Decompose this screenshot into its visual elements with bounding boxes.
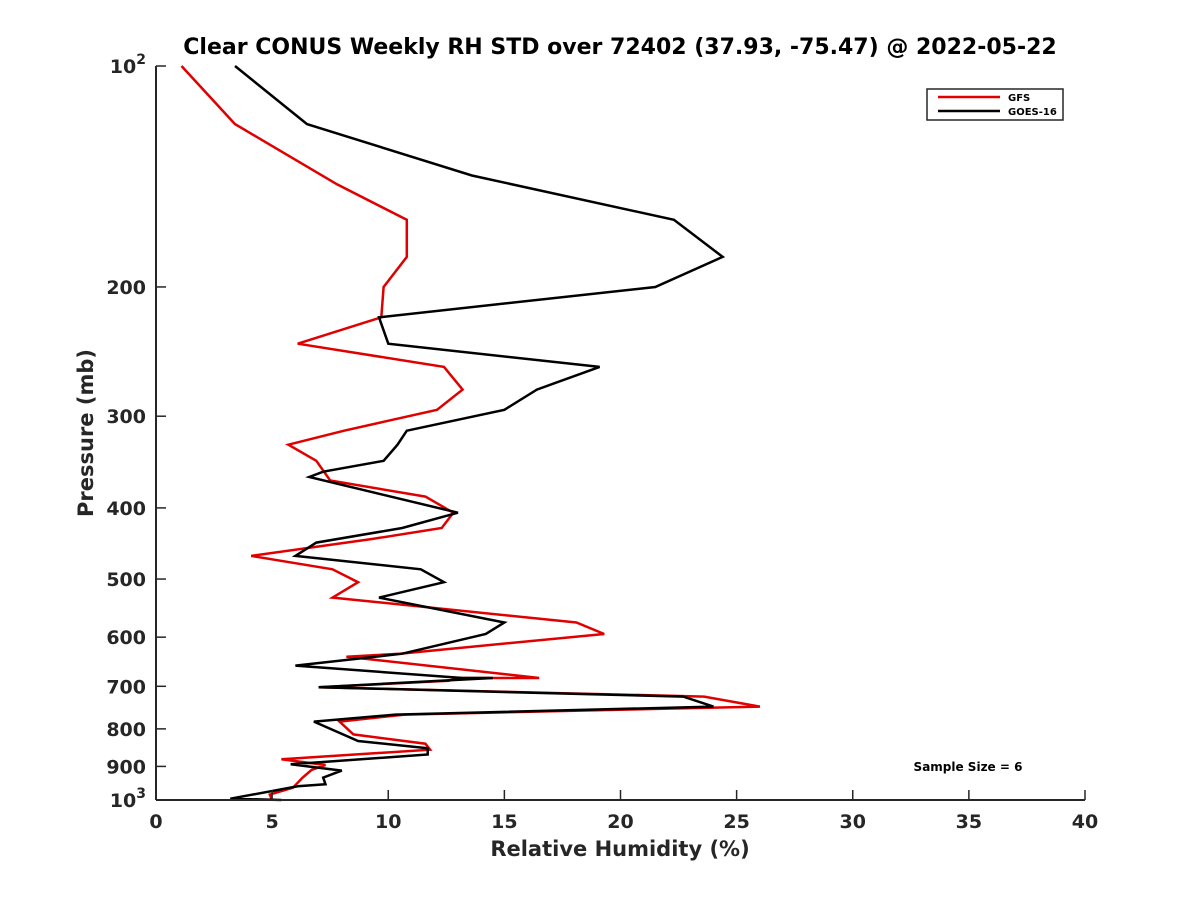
legend-label-goes16: GOES-16 xyxy=(1008,107,1057,118)
y-tick-label: 200 xyxy=(106,277,146,299)
y-tick-label: 103 xyxy=(110,786,146,812)
plot-area: 0 5 10 15 20 25 30 35 40 102 200 300 400 500 600 700 80… xyxy=(106,52,1098,833)
x-axis-label: Relative Humidity (%) xyxy=(490,837,749,861)
legend-box xyxy=(926,88,1064,121)
chart-title: Clear CONUS Weekly RH STD over 72402 (37… xyxy=(183,35,1056,60)
x-tick-label: 30 xyxy=(840,811,866,833)
y-tick-label: 600 xyxy=(106,627,146,649)
y-tick-label: 500 xyxy=(106,569,146,591)
y-tick-label: 102 xyxy=(110,52,146,78)
y-tick-label: 700 xyxy=(106,676,146,698)
x-tick-label: 35 xyxy=(956,811,982,833)
sample-size-annotation: Sample Size = 6 xyxy=(914,760,1023,774)
y-tick-label: 900 xyxy=(106,756,146,778)
y-tick-label: 300 xyxy=(106,406,146,428)
x-tick-label: 20 xyxy=(607,811,633,833)
y-axis-label: Pressure (mb) xyxy=(74,349,98,517)
series-layer xyxy=(180,65,761,802)
x-tick-label: 15 xyxy=(491,811,517,833)
legend-label-gfs: GFS xyxy=(1008,93,1030,104)
x-ticks: 0 5 10 15 20 25 30 35 40 xyxy=(149,790,1098,833)
x-tick-label: 5 xyxy=(266,811,279,833)
x-tick-label: 0 xyxy=(149,811,162,833)
y-tick-label: 400 xyxy=(106,498,146,520)
legend: GFS GOES-16 xyxy=(926,88,1064,121)
x-tick-label: 10 xyxy=(375,811,401,833)
y-tick-label: 800 xyxy=(106,719,146,741)
y-ticks: 102 200 300 400 500 600 700 800 900 103 xyxy=(106,52,166,812)
x-tick-label: 40 xyxy=(1072,811,1098,833)
series-line-goes-16 xyxy=(230,65,726,802)
x-tick-label: 25 xyxy=(723,811,749,833)
